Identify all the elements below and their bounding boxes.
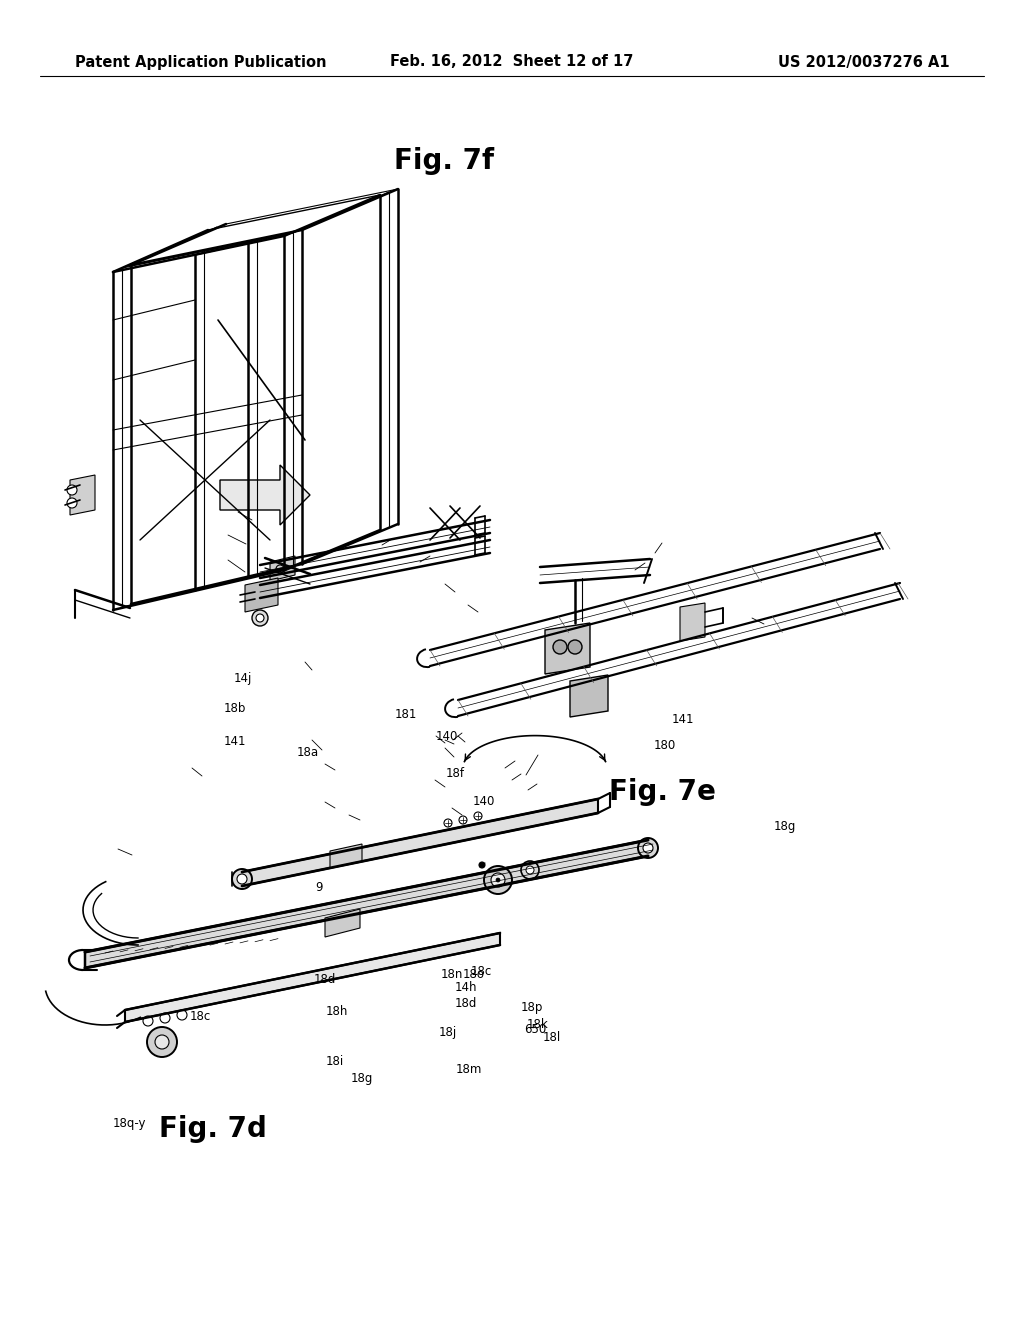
Circle shape [160, 1012, 170, 1023]
Text: Fig. 7d: Fig. 7d [159, 1114, 266, 1143]
Text: Fig. 7e: Fig. 7e [609, 777, 716, 807]
Text: 18g: 18g [350, 1072, 373, 1085]
Circle shape [521, 861, 539, 879]
Text: 18d: 18d [313, 973, 336, 986]
Circle shape [67, 498, 77, 508]
Polygon shape [220, 465, 310, 525]
Text: 141: 141 [223, 735, 246, 748]
Text: Feb. 16, 2012  Sheet 12 of 17: Feb. 16, 2012 Sheet 12 of 17 [390, 54, 634, 70]
Circle shape [155, 1035, 169, 1049]
Circle shape [484, 866, 512, 894]
Polygon shape [325, 909, 360, 937]
Polygon shape [570, 675, 608, 717]
Circle shape [143, 1016, 153, 1026]
Text: 18g: 18g [774, 820, 797, 833]
Text: 18o: 18o [463, 968, 484, 981]
Circle shape [479, 862, 485, 869]
Circle shape [147, 1027, 177, 1057]
Text: US 2012/0037276 A1: US 2012/0037276 A1 [778, 54, 950, 70]
Circle shape [256, 614, 264, 622]
Circle shape [526, 866, 534, 874]
Circle shape [553, 640, 567, 653]
Circle shape [444, 818, 452, 828]
Text: 18d: 18d [455, 997, 477, 1010]
Circle shape [643, 843, 653, 853]
Text: 14h: 14h [455, 981, 477, 994]
Circle shape [252, 610, 268, 626]
Text: 18m: 18m [456, 1063, 482, 1076]
Polygon shape [270, 556, 295, 581]
Text: 9: 9 [315, 880, 323, 894]
Text: 18l: 18l [543, 1031, 561, 1044]
Text: 141: 141 [672, 713, 694, 726]
Text: 18i: 18i [326, 1055, 344, 1068]
Circle shape [67, 484, 77, 495]
Polygon shape [85, 840, 648, 968]
Circle shape [568, 640, 582, 653]
Polygon shape [70, 475, 95, 515]
Text: 18h: 18h [326, 1005, 348, 1018]
Text: 180: 180 [653, 739, 676, 752]
Text: 18c: 18c [189, 1010, 211, 1023]
Polygon shape [680, 603, 705, 642]
Text: Patent Application Publication: Patent Application Publication [75, 54, 327, 70]
Text: 18n: 18n [440, 968, 463, 981]
Text: 140: 140 [435, 730, 458, 743]
Text: 18q-y: 18q-y [113, 1117, 146, 1130]
Circle shape [496, 878, 500, 882]
Polygon shape [242, 799, 598, 886]
Circle shape [459, 816, 467, 824]
Circle shape [474, 812, 482, 820]
Text: 650: 650 [524, 1023, 547, 1036]
Circle shape [638, 838, 658, 858]
Text: 18f: 18f [445, 767, 465, 780]
Text: 18j: 18j [438, 1026, 457, 1039]
Text: 18b: 18b [223, 702, 246, 715]
Text: 14j: 14j [233, 672, 252, 685]
Circle shape [232, 869, 252, 888]
Text: 18p: 18p [520, 1001, 543, 1014]
Text: 18a: 18a [297, 746, 319, 759]
Circle shape [177, 1010, 187, 1020]
Polygon shape [125, 933, 500, 1022]
Circle shape [237, 874, 247, 884]
Polygon shape [545, 623, 590, 675]
Text: 181: 181 [394, 708, 417, 721]
Text: 140: 140 [473, 795, 496, 808]
Polygon shape [245, 578, 278, 612]
Polygon shape [330, 843, 362, 869]
Text: 18c: 18c [471, 965, 493, 978]
Circle shape [490, 873, 505, 887]
Text: 18k: 18k [526, 1018, 548, 1031]
Text: Fig. 7f: Fig. 7f [394, 147, 495, 176]
